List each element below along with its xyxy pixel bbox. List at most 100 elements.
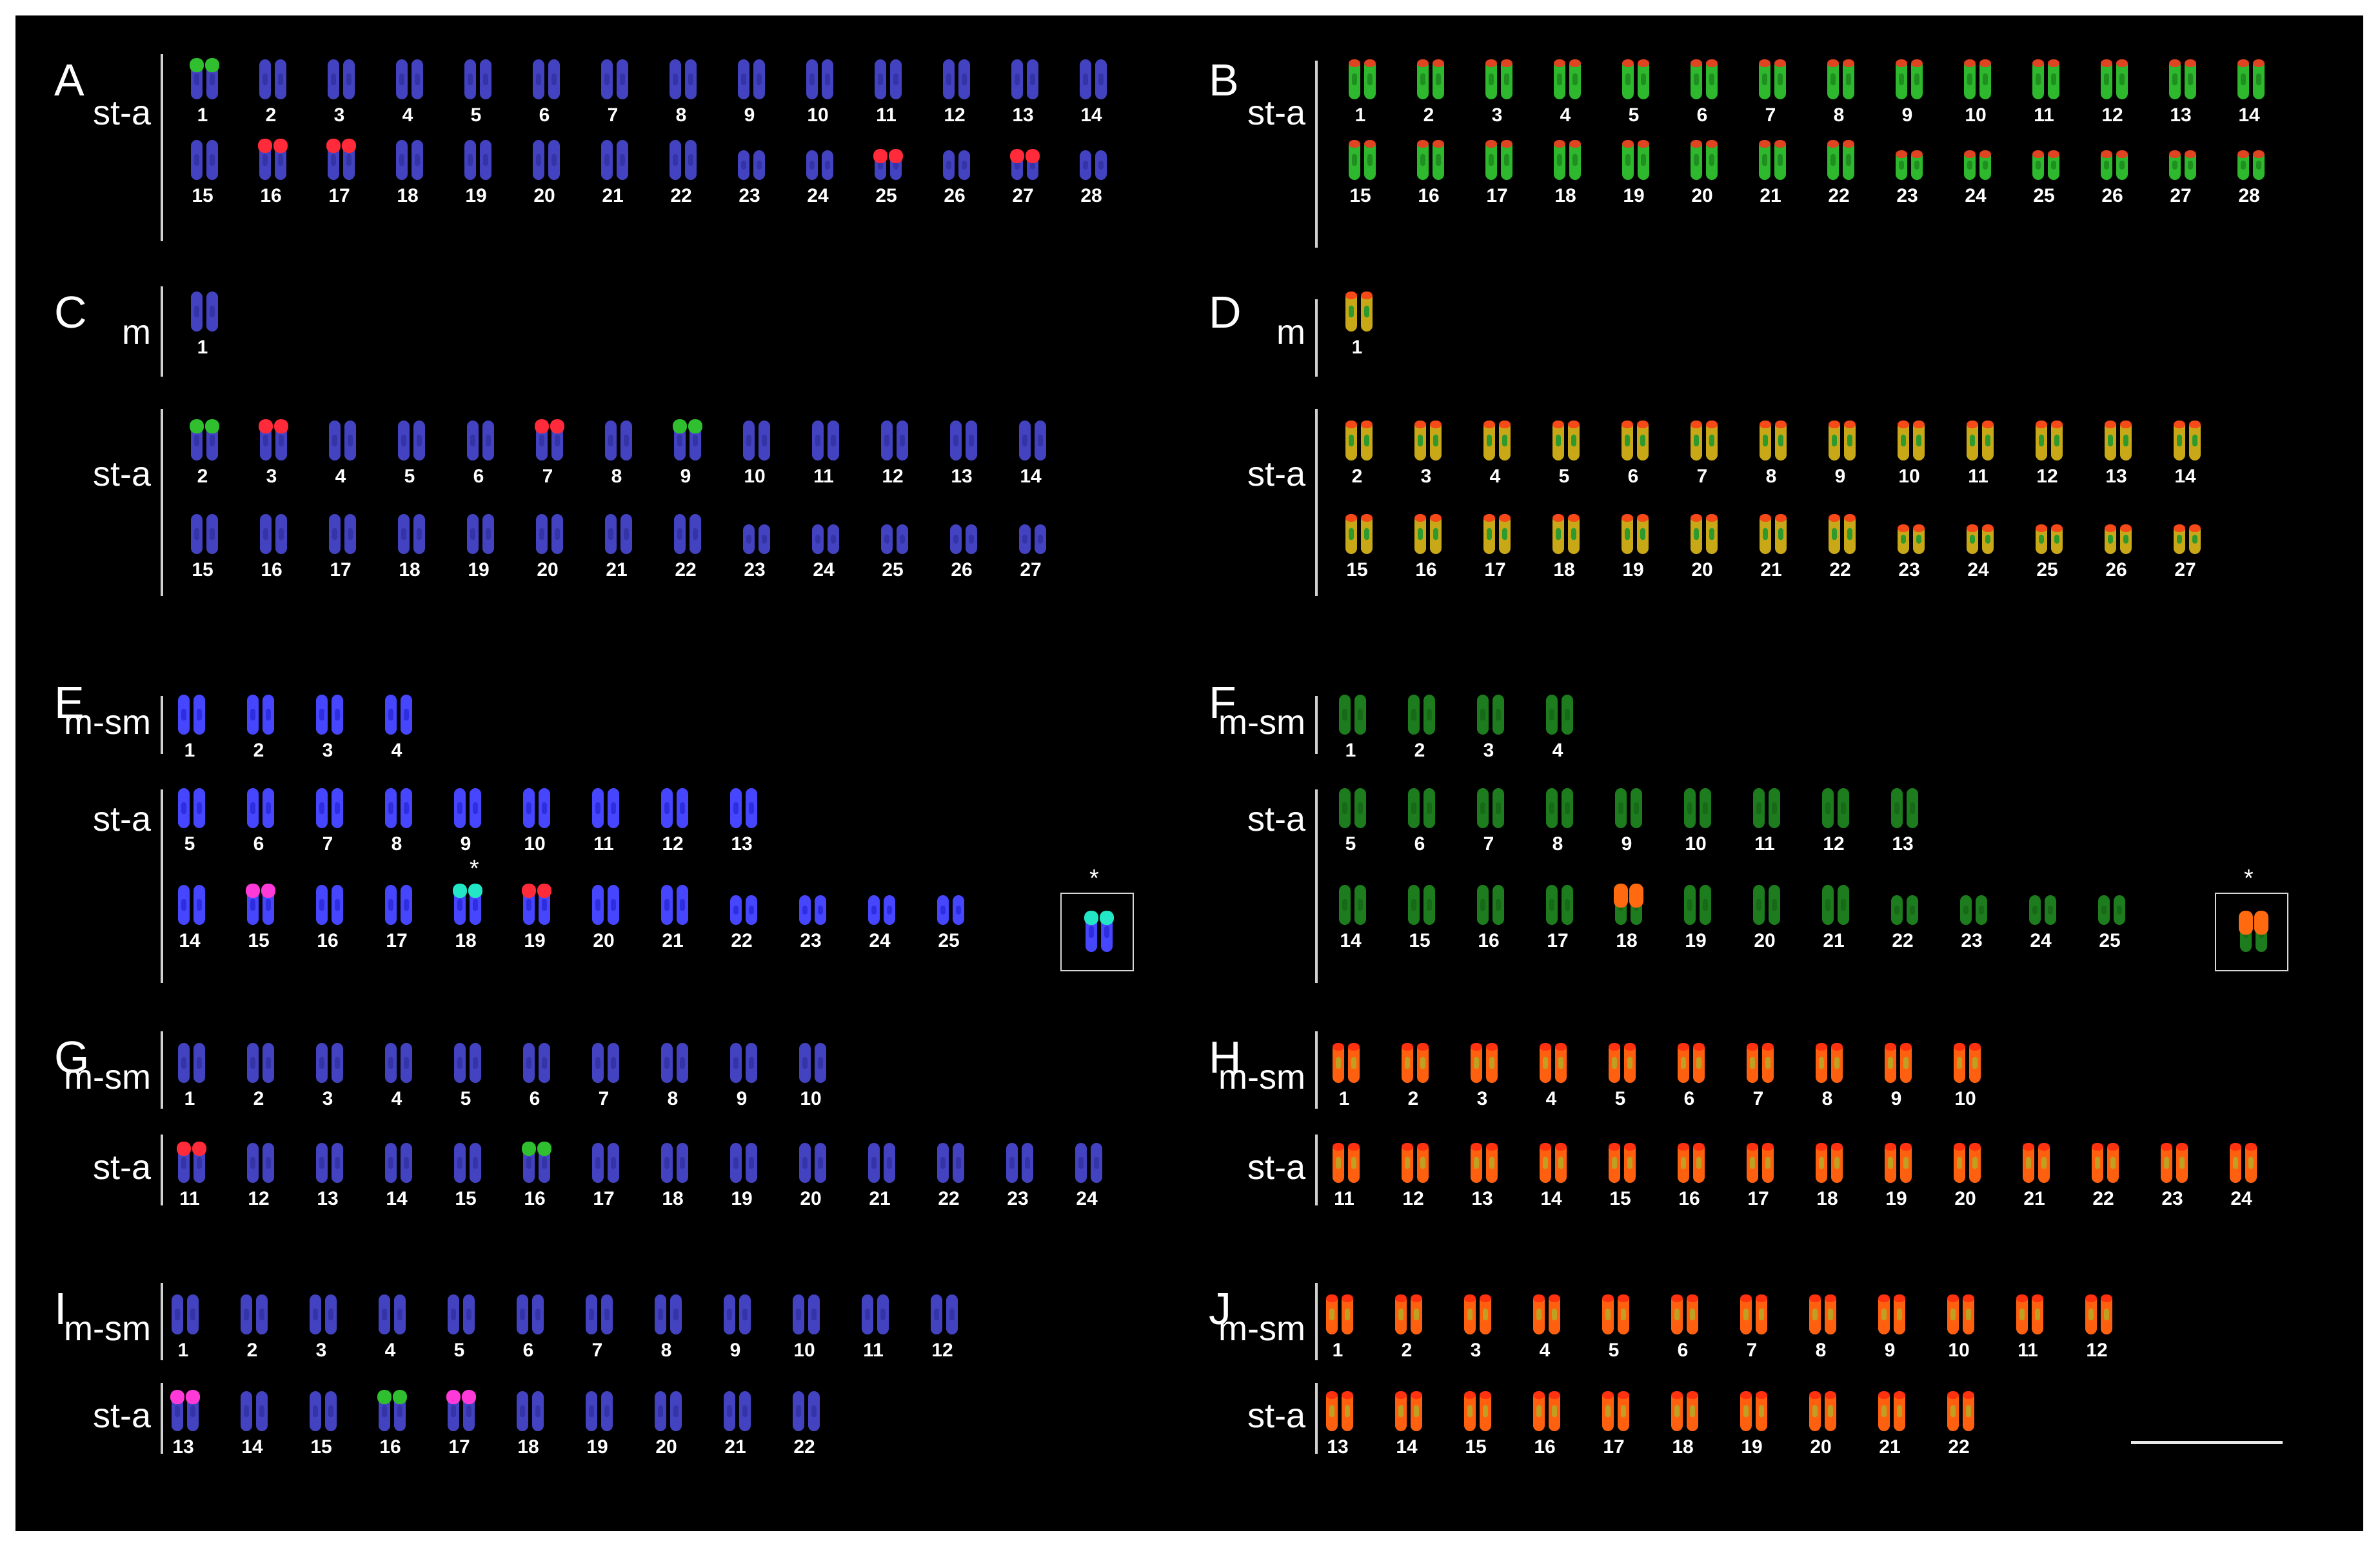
- group-label: st-a: [92, 455, 151, 493]
- chromosome-17: 17: [364, 880, 429, 951]
- chromosome-number: 15: [248, 930, 270, 951]
- chromosome-number: 8: [667, 1088, 679, 1109]
- chromosome-14: 14: [364, 1138, 429, 1209]
- chromosome-number: 9: [729, 1340, 741, 1361]
- chromosome-number: 17: [1547, 930, 1569, 951]
- chromosome-22: 22: [1870, 880, 1935, 951]
- chromosome-number: 13: [1892, 833, 1914, 855]
- chromosome-8: 8: [640, 1038, 705, 1109]
- chromosome-12: 12: [910, 1289, 975, 1361]
- chromosome-1: 1: [151, 1289, 215, 1361]
- chromosome-row: 1 2 3 4 5 6 7 8 9 10: [28, 1038, 1202, 1109]
- chromosome-number: 1: [177, 1340, 189, 1361]
- chromosome-number: 25: [2099, 930, 2121, 951]
- chromosome-number: 6: [1414, 833, 1425, 855]
- chromosome-number: 7: [1752, 1088, 1764, 1109]
- chromosome-number: 1: [1354, 104, 1366, 126]
- chromosome-23: 23: [722, 509, 787, 580]
- chromosome-number: 12: [944, 104, 966, 126]
- chromosome-21: 21: [703, 1386, 768, 1458]
- chromosome-5: 5: [433, 1038, 498, 1109]
- chromosome-row: 14 15 16 17 18 * 19 20 21 22 23 24 25: [28, 855, 1202, 951]
- chromosome-row: 11 12 13 14 15 16 17 18 19 20 21 22 23 24: [28, 1138, 1202, 1209]
- group-divider: [161, 1135, 163, 1205]
- chromosome-number: 16: [379, 1436, 401, 1458]
- chromosome-17: 17: [571, 1138, 636, 1209]
- chromosome-9: 9: [703, 1289, 768, 1361]
- chromosome-12: 12: [226, 1138, 291, 1209]
- chromosome-number: 14: [1080, 104, 1102, 126]
- chromosome-number: 8: [1815, 1340, 1827, 1361]
- chromosome-22: 22: [772, 1386, 837, 1458]
- chromosome-number: 2: [253, 740, 264, 761]
- group-divider: [1315, 789, 1318, 983]
- chromosome-number: 18: [1816, 1188, 1838, 1209]
- chromosome-5: 5: [427, 1289, 491, 1361]
- chromosome-number: 9: [680, 466, 691, 487]
- chromosome-21: 21: [1738, 135, 1803, 206]
- chromosome-number: 12: [1402, 1188, 1424, 1209]
- group-label: st-a: [92, 1148, 151, 1187]
- chromosome-number: 10: [807, 104, 829, 126]
- chromosome-9: 9: [433, 783, 498, 855]
- chromosome-11: 11: [854, 54, 918, 126]
- chromosome-number: 12: [882, 466, 904, 487]
- chromosome-row: 15 16 17 18 19 20 21 22 23 24 25 26 27 28: [28, 135, 1202, 206]
- chromosome-2: 2: [226, 689, 291, 761]
- chromosome-number: 16: [1415, 559, 1437, 580]
- chromosome-number: 17: [1603, 1436, 1625, 1458]
- chromosome-number: 18: [517, 1436, 539, 1458]
- chromosome-27: 27: [2148, 135, 2213, 206]
- chromosome-2: 2: [1396, 54, 1461, 126]
- chromosome-6: 6: [1601, 415, 1665, 487]
- chromosome-4: 4: [1525, 689, 1590, 761]
- chromosome-number: 25: [2033, 185, 2055, 206]
- chromosome-12: 12: [1801, 783, 1866, 855]
- chromosome-number: 14: [2238, 104, 2260, 126]
- chromosome-18: 18: [377, 509, 442, 580]
- chromosome-number: 12: [2101, 104, 2123, 126]
- chromosome-10: 10: [772, 1289, 837, 1361]
- chromosome-number: 18: [1554, 185, 1576, 206]
- chromosome-22: 22: [649, 135, 713, 206]
- group-divider: [1315, 409, 1318, 596]
- chromosome-1: 1: [1325, 286, 1389, 358]
- chromosome-number: 23: [2161, 1188, 2183, 1209]
- chromosome-13: 13: [1870, 783, 1935, 855]
- chromosome-8: 8: [649, 54, 713, 126]
- chromosome-18: 18: [496, 1386, 560, 1458]
- chromosome-number: 5: [453, 1340, 465, 1361]
- chromosome-number: 4: [384, 1340, 396, 1361]
- chromosome-number: 12: [1823, 833, 1845, 855]
- panel-letter: E: [54, 677, 84, 728]
- chromosome-16: 16: [502, 1138, 567, 1209]
- chromosome-number: 21: [602, 185, 624, 206]
- chromosome-2: 2: [239, 54, 303, 126]
- panel-letter: G: [54, 1032, 90, 1082]
- chromosome-number: 5: [1628, 104, 1640, 126]
- panel-letter: J: [1209, 1283, 1231, 1334]
- chromosome-6: 6: [1651, 1289, 1715, 1361]
- chromosome-number: 19: [1623, 185, 1645, 206]
- chromosome-17: 17: [308, 509, 373, 580]
- chromosome-13: 13: [2148, 54, 2213, 126]
- chromosome-number: 5: [1345, 833, 1356, 855]
- chromosome-number: 20: [1691, 185, 1713, 206]
- chromosome-number: 19: [586, 1436, 608, 1458]
- chromosome-number: 13: [317, 1188, 339, 1209]
- chromosome-25: 25: [2078, 880, 2142, 951]
- chromosome-number: 28: [2238, 185, 2260, 206]
- chromosome-20: 20: [1732, 880, 1797, 951]
- chromosome-23: 23: [1875, 135, 1939, 206]
- chromosome-number: 18: [1616, 930, 1638, 951]
- chromosome-row: 1 2 3 4 5 6 7 8 9 10 11 12 13 14: [28, 54, 1202, 126]
- chromosome-number: 18: [455, 930, 477, 951]
- panel-letter: C: [54, 287, 87, 337]
- chromosome-10: 10: [502, 783, 567, 855]
- chromosome-number: 24: [869, 930, 891, 951]
- chromosome-2: 2: [170, 415, 235, 487]
- chromosome-number: 12: [248, 1188, 270, 1209]
- chromosome-number: 7: [322, 833, 333, 855]
- chromosome-3: 3: [295, 689, 360, 761]
- chromosome-number: 1: [197, 104, 208, 126]
